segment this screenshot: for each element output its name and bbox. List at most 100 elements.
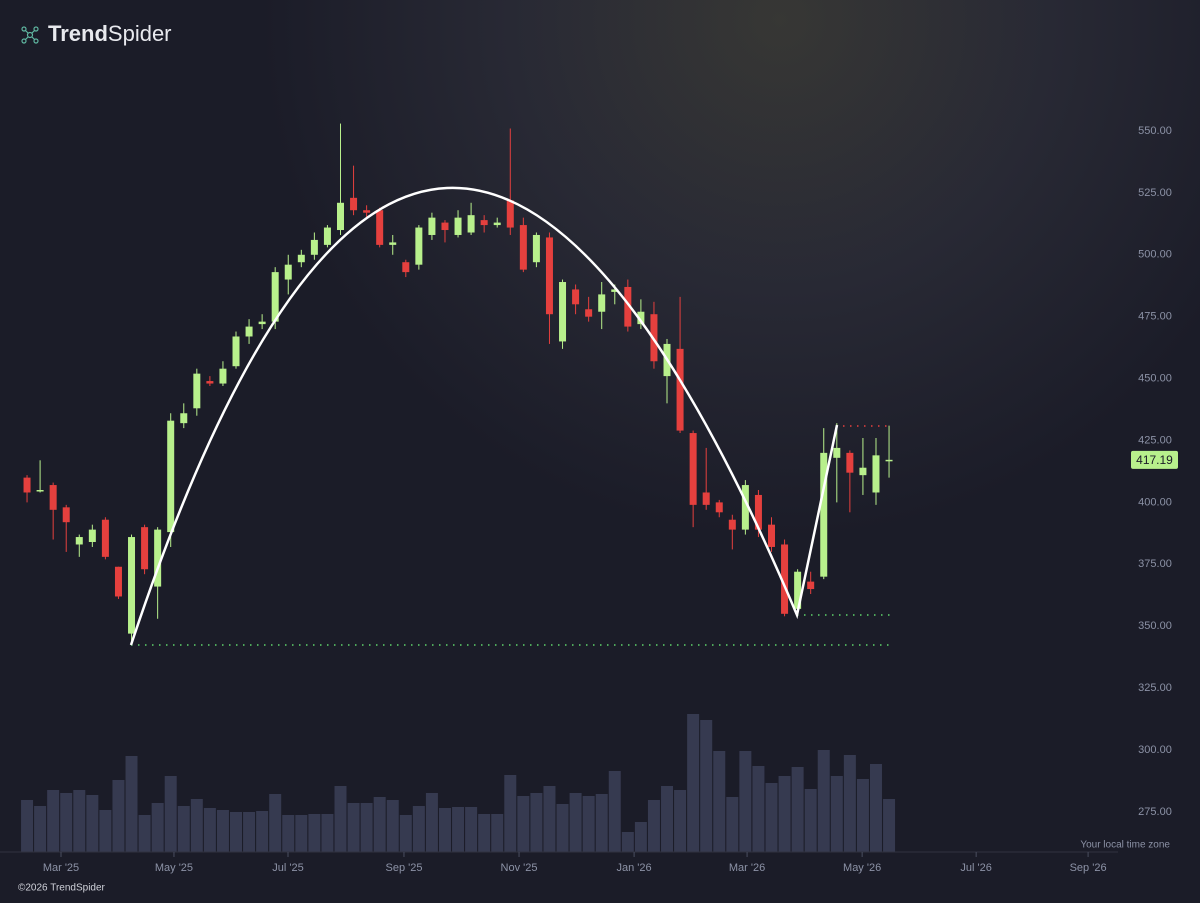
y-tick-label: 325.00 bbox=[1138, 682, 1172, 694]
candle-layer bbox=[23, 123, 893, 644]
candle-body bbox=[767, 524, 775, 547]
volume-bar bbox=[164, 776, 177, 852]
candle-body bbox=[245, 326, 253, 337]
volume-bar bbox=[843, 755, 856, 852]
candle-body bbox=[193, 373, 201, 409]
candle-body bbox=[611, 289, 619, 292]
volume-bar bbox=[190, 799, 203, 852]
candle-body bbox=[637, 311, 645, 325]
x-tick-label: Sep '25 bbox=[385, 862, 422, 874]
volume-bar bbox=[425, 793, 438, 852]
y-tick-label: 450.00 bbox=[1138, 372, 1172, 384]
candle-body bbox=[532, 234, 540, 263]
volume-bar bbox=[595, 794, 608, 852]
volume-bar bbox=[112, 780, 125, 852]
timezone-note: Your local time zone bbox=[1080, 840, 1170, 851]
candle-body bbox=[376, 210, 384, 245]
candle-body bbox=[428, 217, 436, 235]
volume-bar bbox=[295, 815, 308, 852]
y-tick-label: 350.00 bbox=[1138, 620, 1172, 632]
volume-bar bbox=[465, 807, 478, 852]
candle-body bbox=[363, 210, 371, 213]
volume-bar bbox=[830, 776, 843, 852]
volume-bar bbox=[256, 811, 269, 852]
candle-body bbox=[715, 502, 723, 513]
volume-bar bbox=[726, 797, 739, 852]
volume-bar bbox=[308, 814, 321, 852]
volume-bar bbox=[517, 796, 530, 852]
candle-body bbox=[180, 413, 188, 424]
volume-bar bbox=[778, 776, 791, 852]
volume-bar bbox=[321, 814, 334, 852]
candle-body bbox=[49, 485, 57, 510]
candle-body bbox=[271, 272, 279, 322]
candle-body bbox=[284, 264, 292, 280]
volume-bar bbox=[739, 751, 752, 852]
volume-bar bbox=[569, 793, 582, 852]
candle-body bbox=[480, 220, 488, 226]
candle-body bbox=[75, 537, 83, 545]
candle-body bbox=[728, 519, 736, 530]
candle-body bbox=[62, 507, 70, 523]
candle-body bbox=[885, 459, 893, 462]
brand-bold: Trend bbox=[48, 21, 108, 46]
candle-body bbox=[624, 286, 632, 327]
x-tick-label: Jul '26 bbox=[960, 862, 991, 874]
x-tick-label: Sep '26 bbox=[1070, 862, 1107, 874]
candle-body bbox=[441, 222, 449, 231]
candle-body bbox=[506, 200, 514, 228]
logo: TrendSpider bbox=[21, 21, 172, 46]
x-tick-label: Mar '25 bbox=[43, 862, 79, 874]
volume-bar bbox=[125, 756, 138, 852]
candle-body bbox=[389, 242, 397, 245]
candle-body bbox=[232, 336, 240, 367]
volume-bar bbox=[177, 806, 190, 852]
candle-body bbox=[872, 455, 880, 493]
volume-bar bbox=[556, 804, 569, 852]
candle-body bbox=[219, 368, 227, 384]
candle-body bbox=[310, 239, 318, 255]
volume-bar bbox=[608, 771, 621, 852]
y-tick-label: 300.00 bbox=[1138, 744, 1172, 756]
candle-body bbox=[559, 282, 567, 342]
volume-bar bbox=[713, 751, 726, 852]
svg-text:TrendSpider: TrendSpider bbox=[48, 21, 172, 46]
candle-body bbox=[794, 571, 802, 609]
x-tick-label: May '25 bbox=[155, 862, 193, 874]
candle-body bbox=[23, 477, 31, 493]
volume-bar bbox=[491, 814, 504, 852]
volume-bar bbox=[530, 793, 543, 852]
y-tick-label: 500.00 bbox=[1138, 249, 1172, 261]
volume-bar bbox=[73, 790, 86, 852]
candle-body bbox=[807, 581, 815, 590]
volume-bar bbox=[203, 808, 216, 852]
volume-bar bbox=[360, 803, 373, 852]
volume-bar bbox=[230, 812, 243, 852]
volume-bar bbox=[752, 766, 765, 852]
volume-bar bbox=[34, 806, 47, 852]
volume-bar bbox=[47, 790, 60, 852]
volume-bar bbox=[86, 795, 99, 852]
candle-body bbox=[114, 566, 122, 597]
volume-bar bbox=[791, 767, 804, 852]
volume-bar bbox=[582, 796, 595, 852]
volume-bar bbox=[412, 806, 425, 852]
candle-body bbox=[820, 452, 828, 577]
volume-bar bbox=[765, 783, 778, 852]
volume-bar bbox=[269, 794, 282, 852]
candle-body bbox=[846, 452, 854, 473]
last-price-badge bbox=[1131, 450, 1178, 469]
brand-light: Spider bbox=[108, 21, 172, 46]
volume-bar bbox=[883, 799, 896, 852]
x-tick-label: May '26 bbox=[843, 862, 881, 874]
volume-bar bbox=[243, 812, 256, 852]
copyright: ©2026 TrendSpider bbox=[18, 883, 106, 894]
volume-bar bbox=[817, 750, 830, 852]
candle-body bbox=[297, 254, 305, 263]
x-tick-label: Mar '26 bbox=[729, 862, 765, 874]
candle-body bbox=[676, 348, 684, 431]
candle-body bbox=[598, 294, 606, 312]
candle-body bbox=[572, 289, 580, 305]
volume-bar bbox=[60, 793, 73, 852]
